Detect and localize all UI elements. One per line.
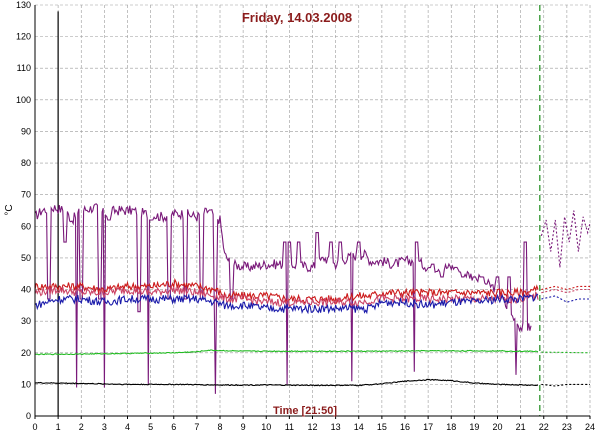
y-tick-label: 100 — [16, 95, 31, 105]
x-tick-label: 4 — [125, 422, 130, 432]
chart-title: Friday, 14.03.2008 — [242, 10, 352, 25]
x-tick-label: 18 — [446, 422, 456, 432]
x-tick-label: 12 — [307, 422, 317, 432]
series-forecast-line — [541, 295, 590, 303]
y-tick-label: 0 — [26, 411, 31, 421]
series-line — [34, 203, 532, 394]
y-tick-label: 120 — [16, 32, 31, 42]
y-tick-label: 60 — [21, 221, 31, 231]
y-tick-label: 10 — [21, 379, 31, 389]
x-tick-label: 11 — [285, 422, 294, 432]
series-layer — [34, 5, 591, 416]
x-tick-label: 0 — [32, 422, 37, 432]
x-tick-label: 13 — [331, 422, 341, 432]
series-forecast-line — [541, 285, 590, 291]
series-line — [34, 293, 539, 315]
x-tick-label: 17 — [423, 422, 433, 432]
series-forecast-line — [541, 383, 590, 387]
x-tick-label: 2 — [79, 422, 84, 432]
series-forecast-line — [541, 288, 590, 294]
x-tick-label: 7 — [194, 422, 199, 432]
x-tick-label: 19 — [469, 422, 479, 432]
x-tick-label: 22 — [539, 422, 549, 432]
x-tick-label: 15 — [377, 422, 387, 432]
y-tick-label: 50 — [21, 253, 31, 263]
series-forecast-line — [541, 351, 591, 354]
x-tick-label: 16 — [400, 422, 410, 432]
x-tick-label: 6 — [171, 422, 176, 432]
y-tick-label: 20 — [21, 348, 31, 358]
x-tick-label: 10 — [261, 422, 271, 432]
x-tick-label: 24 — [585, 422, 595, 432]
grid — [34, 4, 591, 417]
x-tick-label: 20 — [492, 422, 502, 432]
x-tick-label: 21 — [516, 422, 526, 432]
series-line — [34, 349, 539, 356]
y-tick-label: 40 — [21, 285, 31, 295]
y-tick-label: 90 — [21, 126, 31, 136]
y-tick-label: 70 — [21, 190, 31, 200]
x-tick-label: 5 — [148, 422, 153, 432]
y-tick-label: 80 — [21, 158, 31, 168]
series-line — [34, 277, 539, 305]
x-tick-label: 8 — [217, 422, 222, 432]
x-tick-label: 23 — [562, 422, 572, 432]
x-tick-label: 14 — [354, 422, 364, 432]
y-axis-title: °C — [4, 204, 15, 215]
y-tick-label: 110 — [17, 63, 31, 73]
series-line — [34, 378, 539, 387]
y-tick-label: 30 — [21, 316, 31, 326]
y-tick-label: 130 — [16, 0, 31, 10]
x-tick-label: 9 — [241, 422, 246, 432]
series-forecast-line — [540, 210, 591, 268]
x-tick-label: 3 — [102, 422, 107, 432]
x-tick-label: 1 — [56, 422, 61, 432]
x-axis-title: Time [21:50] — [273, 405, 337, 417]
